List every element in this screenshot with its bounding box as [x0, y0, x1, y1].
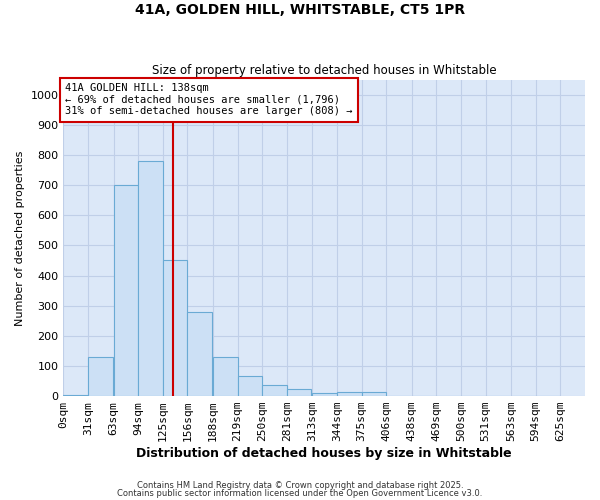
Bar [312, 393, 337, 396]
Bar [64, 394, 88, 396]
Y-axis label: Number of detached properties: Number of detached properties [15, 150, 25, 326]
Bar [138, 161, 163, 396]
Text: Contains HM Land Registry data © Crown copyright and database right 2025.: Contains HM Land Registry data © Crown c… [137, 481, 463, 490]
Text: Contains public sector information licensed under the Open Government Licence v3: Contains public sector information licen… [118, 488, 482, 498]
Bar [287, 390, 311, 396]
Bar [262, 384, 287, 396]
Bar [337, 392, 362, 396]
Bar [238, 376, 262, 396]
Title: Size of property relative to detached houses in Whitstable: Size of property relative to detached ho… [152, 64, 497, 77]
X-axis label: Distribution of detached houses by size in Whitstable: Distribution of detached houses by size … [136, 447, 512, 460]
Text: 41A GOLDEN HILL: 138sqm
← 69% of detached houses are smaller (1,796)
31% of semi: 41A GOLDEN HILL: 138sqm ← 69% of detache… [65, 83, 353, 116]
Bar [88, 357, 113, 396]
Bar [113, 185, 138, 396]
Bar [213, 357, 238, 396]
Bar [362, 392, 386, 396]
Bar [187, 312, 212, 396]
Text: 41A, GOLDEN HILL, WHITSTABLE, CT5 1PR: 41A, GOLDEN HILL, WHITSTABLE, CT5 1PR [135, 2, 465, 16]
Bar [163, 260, 187, 396]
